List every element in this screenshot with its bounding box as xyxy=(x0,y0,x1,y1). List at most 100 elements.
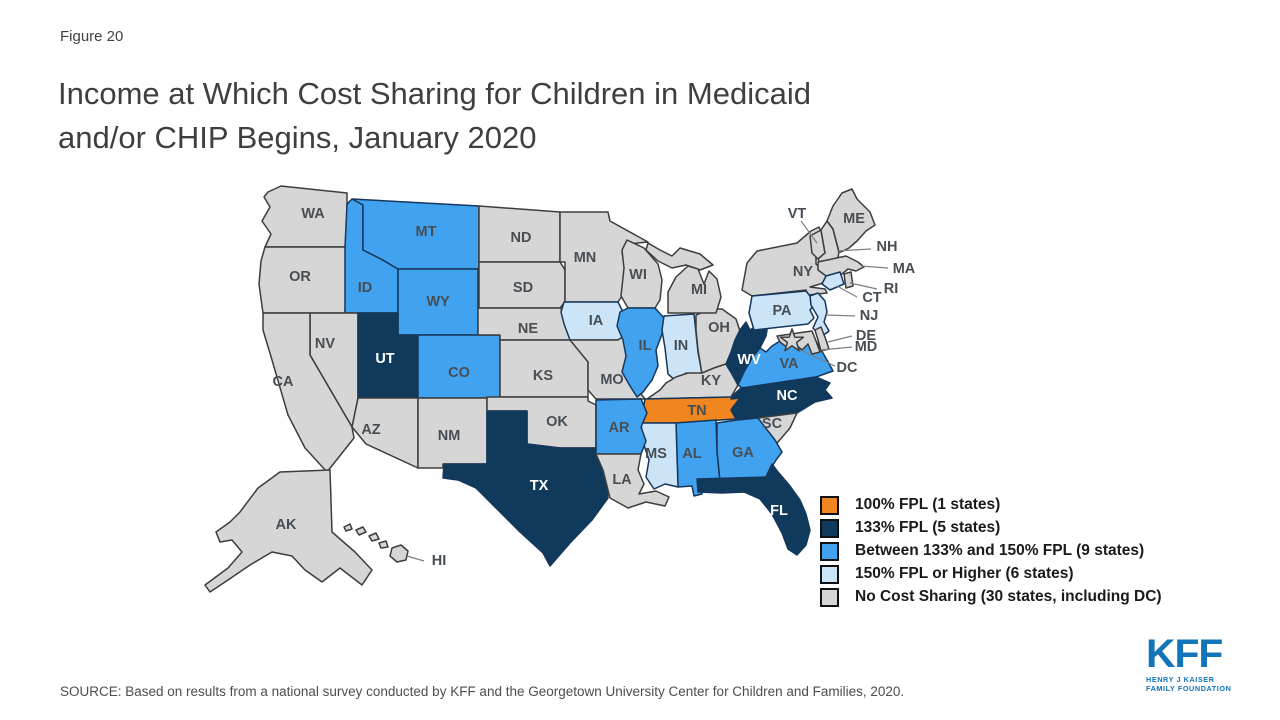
state-label-mt: MT xyxy=(416,224,437,240)
state-hi-island-1 xyxy=(343,523,353,532)
legend-item-133fpl: 133% FPL (5 states) xyxy=(820,518,1162,538)
kff-logo-sub2: FAMILY FOUNDATION xyxy=(1146,684,1232,694)
state-tx xyxy=(442,410,609,567)
legend-item-nocost: No Cost Sharing (30 states, including DC… xyxy=(820,587,1162,607)
state-ct xyxy=(821,271,845,291)
state-label-nh: NH xyxy=(877,239,898,255)
state-mi-lower xyxy=(667,265,722,314)
leader-line-md xyxy=(821,346,853,351)
state-label-in: IN xyxy=(674,338,689,354)
state-label-de: DE xyxy=(856,328,876,344)
figure-label: Figure 20 xyxy=(60,28,124,45)
state-label-me: ME xyxy=(843,211,865,227)
state-label-nj: NJ xyxy=(860,308,879,324)
state-nj xyxy=(809,292,830,338)
state-label-nd: ND xyxy=(511,230,532,246)
state-label-al: AL xyxy=(682,446,701,462)
dc-star-icon xyxy=(779,328,805,352)
state-label-ct: CT xyxy=(862,290,881,306)
state-label-mo: MO xyxy=(600,372,623,388)
legend-swatch-150fpl xyxy=(820,564,839,584)
state-label-mn: MN xyxy=(574,250,597,266)
state-label-wa: WA xyxy=(301,206,325,222)
state-label-ky: KY xyxy=(701,373,721,389)
kff-logo-text: KFF xyxy=(1146,632,1223,676)
state-me xyxy=(826,188,876,253)
state-label-nv: NV xyxy=(315,336,335,352)
leader-line-ma xyxy=(860,265,889,269)
state-label-tx: TX xyxy=(530,478,549,494)
legend-swatch-between xyxy=(820,541,839,561)
legend-label-between: Between 133% and 150% FPL (9 states) xyxy=(855,542,1145,559)
legend-label-100fpl: 100% FPL (1 states) xyxy=(855,496,1001,513)
state-label-dc: DC xyxy=(837,360,858,376)
state-label-ar: AR xyxy=(609,420,630,436)
state-label-mi: MI xyxy=(691,282,707,298)
state-nc xyxy=(730,376,833,421)
state-ms xyxy=(640,422,679,490)
legend-item-150fpl: 150% FPL or Higher (6 states) xyxy=(820,564,1162,584)
state-label-ga: GA xyxy=(732,445,754,461)
state-wa xyxy=(261,185,348,248)
state-label-la: LA xyxy=(612,472,632,488)
state-pa xyxy=(748,290,817,331)
leader-line-ri xyxy=(849,282,878,290)
leader-line-hi xyxy=(406,555,425,562)
state-ky xyxy=(646,363,739,400)
state-label-md: MD xyxy=(855,339,878,355)
state-label-ma: MA xyxy=(893,261,916,277)
state-hi-island-2 xyxy=(355,526,367,536)
kff-logo-sub1: HENRY J KAISER xyxy=(1146,675,1215,684)
state-label-pa: PA xyxy=(772,303,792,319)
leader-line-nj xyxy=(825,314,856,317)
page-title: Income at Which Cost Sharing for Childre… xyxy=(58,72,811,160)
state-label-va: VA xyxy=(779,356,799,372)
state-label-ok: OK xyxy=(546,414,568,430)
state-az xyxy=(351,397,419,469)
source-note: SOURCE: Based on results from a national… xyxy=(60,684,905,699)
legend-swatch-nocost xyxy=(820,587,839,607)
state-label-ne: NE xyxy=(518,321,538,337)
state-fl xyxy=(696,463,811,556)
leader-line-ct xyxy=(836,285,858,298)
leader-line-de xyxy=(827,335,853,343)
state-label-co: CO xyxy=(448,365,470,381)
state-label-ut: UT xyxy=(375,351,394,367)
state-la xyxy=(595,453,670,509)
state-label-ms: MS xyxy=(645,446,667,462)
legend: 100% FPL (1 states) 133% FPL (5 states) … xyxy=(820,495,1162,607)
state-label-or: OR xyxy=(289,269,311,285)
state-ak xyxy=(204,469,373,593)
state-label-ak: AK xyxy=(276,517,297,533)
state-label-tn: TN xyxy=(687,403,706,419)
state-label-wi: WI xyxy=(629,267,647,283)
state-label-ia: IA xyxy=(589,313,604,329)
legend-label-150fpl: 150% FPL or Higher (6 states) xyxy=(855,565,1074,582)
leader-line-dc xyxy=(799,349,836,367)
state-ma xyxy=(817,255,865,277)
state-label-az: AZ xyxy=(361,422,380,438)
legend-label-133fpl: 133% FPL (5 states) xyxy=(855,519,1001,536)
state-label-fl: FL xyxy=(770,503,788,519)
state-label-ri: RI xyxy=(884,281,899,297)
state-label-hi: HI xyxy=(432,553,447,569)
state-label-nc: NC xyxy=(777,388,798,404)
leader-line-vt xyxy=(800,220,818,244)
state-label-wy: WY xyxy=(426,294,450,310)
state-label-ca: CA xyxy=(273,374,294,390)
state-hi-island-4 xyxy=(378,540,389,549)
kff-logo: KFF HENRY J KAISER FAMILY FOUNDATION xyxy=(1146,634,1256,693)
state-shapes xyxy=(204,185,876,593)
legend-swatch-133fpl xyxy=(820,518,839,538)
state-label-ny: NY xyxy=(793,264,813,280)
legend-item-between: Between 133% and 150% FPL (9 states) xyxy=(820,541,1162,561)
state-label-nm: NM xyxy=(438,428,461,444)
state-hi-island-3 xyxy=(368,532,380,542)
state-mi-upper xyxy=(645,242,714,271)
title-line-2: and/or CHIP Begins, January 2020 xyxy=(58,120,537,155)
legend-item-100fpl: 100% FPL (1 states) xyxy=(820,495,1162,515)
state-label-vt: VT xyxy=(788,206,807,222)
leader-line-nh xyxy=(836,248,872,252)
